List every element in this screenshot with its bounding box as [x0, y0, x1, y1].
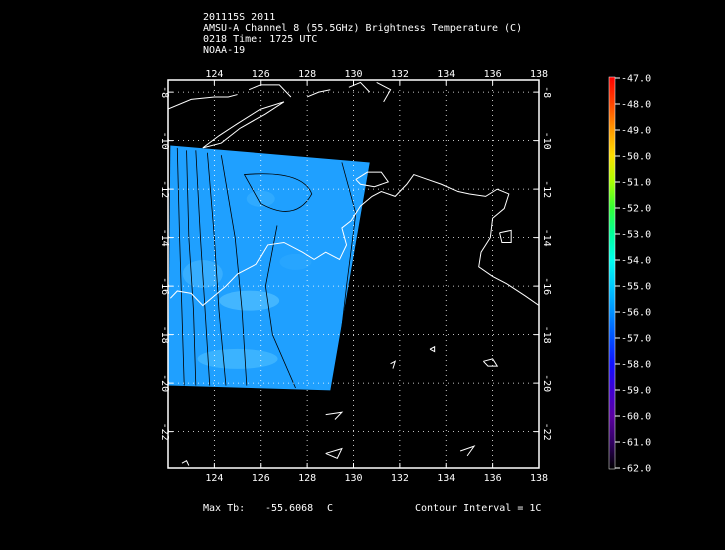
coastline: [355, 171, 390, 188]
contour-loop: [243, 173, 313, 212]
colorbar-tick-label: -60.0: [621, 412, 651, 423]
y-tick-label-right: -14: [541, 229, 552, 247]
coastline: [348, 81, 371, 93]
x-tick-label-top: 124: [205, 69, 223, 80]
y-tick-label-left: -18: [159, 326, 170, 344]
x-tick-label-bottom: 124: [205, 473, 223, 484]
y-tick-label-right: -22: [541, 423, 552, 441]
coastline: [390, 360, 397, 369]
y-tick-label-left: -22: [159, 423, 170, 441]
y-tick-label-left: -10: [159, 132, 170, 150]
y-tick-label-left: -16: [159, 277, 170, 295]
title-line-1: 201115S 2011: [203, 12, 276, 23]
grid-layer: [168, 80, 539, 468]
max-tb-unit: C: [327, 503, 334, 514]
coastline: [181, 460, 190, 466]
colorbar-tick-label: -54.0: [621, 256, 651, 267]
colorbar-tick-label: -53.0: [621, 230, 651, 241]
coastline: [169, 173, 539, 307]
swath-texture: [197, 348, 278, 369]
x-tick-label-bottom: 132: [391, 473, 409, 484]
contour-line: [176, 147, 185, 386]
coastline: [168, 94, 238, 110]
colorbar-tick-label: -51.0: [621, 178, 651, 189]
x-tick-label-top: 138: [530, 69, 548, 80]
colorbar-tick-label: -57.0: [621, 334, 651, 345]
y-tick-label-left: -12: [159, 180, 170, 198]
coastline: [499, 229, 512, 243]
y-tick-label-right: -20: [541, 374, 552, 392]
x-tick-label-bottom: 128: [298, 473, 316, 484]
colorbar: [608, 76, 616, 470]
y-tick-label-right: -8: [541, 86, 552, 98]
coastline: [325, 447, 343, 459]
max-tb-value: -55.6068: [265, 503, 314, 514]
max-tb-label: Max Tb:: [203, 503, 246, 514]
axis-layer: 124 124 126 126 128 128 130 130 132 132 134 134 136 1…: [159, 69, 552, 484]
y-tick-label-left: -8: [159, 86, 170, 98]
colorbar-tick-label: -49.0: [621, 126, 651, 137]
colorbar-tick-label: -58.0: [621, 360, 651, 371]
x-tick-label-bottom: 134: [437, 473, 455, 484]
contour-line: [334, 162, 357, 389]
x-tick-label-top: 130: [344, 69, 362, 80]
x-tick-label-top: 134: [437, 69, 455, 80]
x-tick-label-bottom: 136: [484, 473, 502, 484]
coastline: [376, 81, 392, 103]
colorbar-tick-label: -56.0: [621, 308, 651, 319]
swath-texture: [246, 190, 275, 207]
colorbar-tick-label: -61.0: [621, 438, 651, 449]
swath-texture: [219, 290, 280, 311]
x-tick-label-top: 132: [391, 69, 409, 80]
x-tick-label-bottom: 126: [252, 473, 270, 484]
y-tick-label-left: -14: [159, 229, 170, 247]
colorbar-ticks: -47.0 -48.0 -49.0 -50.0 -51.0 -52.0 -53.0 -54.0…: [615, 74, 651, 475]
contour-line: [207, 152, 227, 386]
title-line-3: 0218 Time: 1725 UTC: [203, 34, 318, 45]
contour-interval: Contour Interval = 1C: [415, 503, 542, 514]
contour-line: [195, 150, 211, 386]
contour-line: [186, 150, 197, 386]
colorbar-tick-label: -48.0: [621, 100, 651, 111]
y-tick-label-right: -10: [541, 132, 552, 150]
colorbar-tick-label: -59.0: [621, 386, 651, 397]
y-tick-label-left: -20: [159, 374, 170, 392]
swath-texture: [279, 253, 312, 270]
y-tick-label-right: -12: [541, 180, 552, 198]
coastline: [248, 84, 292, 98]
contour-line: [220, 155, 248, 386]
coastline-layer: [168, 81, 539, 466]
coastline: [429, 345, 436, 353]
contour-layer: [176, 147, 357, 389]
coastline: [325, 411, 344, 420]
y-tick-label-right: -18: [541, 326, 552, 344]
y-tick-label-right: -16: [541, 277, 552, 295]
x-tick-label-top: 128: [298, 69, 316, 80]
coastline: [482, 358, 499, 367]
coastline: [202, 101, 285, 149]
colorbar-tick-label: -47.0: [621, 74, 651, 85]
x-tick-label-bottom: 130: [344, 473, 362, 484]
x-tick-label-top: 126: [252, 69, 270, 80]
colorbar-tick-label: -52.0: [621, 204, 651, 215]
colorbar-tick-label: -62.0: [621, 464, 651, 475]
x-tick-label-top: 136: [484, 69, 502, 80]
title-line-2: AMSU-A Channel 8 (55.5GHz) Brightness Te…: [203, 23, 523, 34]
x-tick-label-bottom: 138: [530, 473, 548, 484]
colorbar-tick-label: -55.0: [621, 282, 651, 293]
title-line-4: NOAA-19: [203, 45, 246, 56]
coastline: [459, 445, 476, 457]
colorbar-tick-label: -50.0: [621, 152, 651, 163]
contour-line: [264, 225, 296, 389]
